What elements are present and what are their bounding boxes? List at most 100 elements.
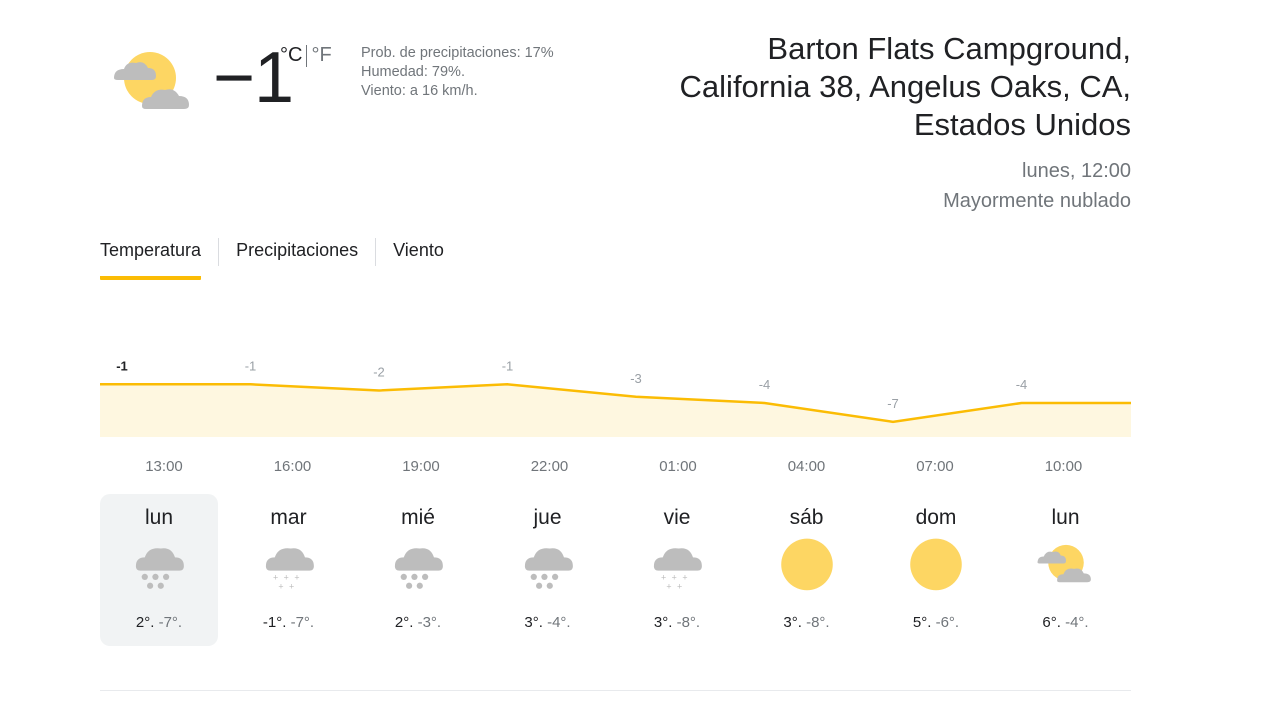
hour-label: 01:00 [659, 458, 697, 475]
divider [100, 690, 1131, 691]
snow-cloud-icon [524, 548, 573, 589]
light-snow-cloud-icon: + + + + + [653, 548, 702, 591]
day-forecast-7[interactable]: lun 6°. -4°. [1007, 494, 1125, 646]
current-temperature: −1 [213, 38, 294, 118]
day-temps: 6°. -4°. [1007, 614, 1125, 631]
celsius-toggle[interactable]: °C [280, 44, 303, 66]
day-high: 2°. [394, 614, 414, 631]
day-high: 2°. [135, 614, 155, 631]
day-temps: 2°. -3°. [359, 614, 477, 631]
tab-viento[interactable]: Viento [393, 240, 444, 260]
svg-text:+: + [289, 581, 294, 591]
day-forecast-4[interactable]: vie + + + + + 3°. -8°. [618, 494, 736, 646]
svg-text:+: + [661, 572, 666, 582]
hour-label: 22:00 [530, 458, 569, 475]
day-name: dom [915, 506, 957, 529]
day-low: -4°. [1065, 614, 1089, 631]
location-meta: lunes, 12:00 Mayormente nublado [943, 156, 1131, 216]
svg-text:+: + [666, 581, 671, 591]
day-low: -7°. [290, 614, 315, 631]
day-high: 3°. [653, 614, 673, 631]
day-temps: -1°. -7°. [230, 614, 348, 631]
day-name: lun [1051, 506, 1080, 529]
temperature-area [100, 384, 1131, 437]
snow-cloud-icon [135, 548, 184, 589]
unit-switch: °C °F [280, 44, 332, 67]
day-high: -1°. [262, 614, 287, 631]
sun-icon [780, 538, 833, 591]
hour-label: 13:00 [145, 458, 183, 475]
date-time-text: lunes, 12:00 [1022, 160, 1131, 182]
temperature-value-label: -4 [1016, 377, 1028, 392]
day-name: vie [663, 506, 691, 529]
day-temps: 2°. -7°. [100, 614, 218, 631]
day-low: -6°. [935, 614, 960, 631]
tab-divider [218, 238, 220, 266]
day-high: 3°. [524, 614, 543, 631]
day-temps: 3°. -4°. [489, 614, 607, 631]
day-high: 3°. [783, 614, 802, 631]
svg-text:+: + [273, 572, 278, 582]
chart-tabs: Temperatura Precipitaciones Viento [100, 236, 444, 280]
day-name: jue [533, 506, 562, 529]
fahrenheit-toggle[interactable]: °F [311, 44, 332, 66]
tab-precipitaciones[interactable]: Precipitaciones [236, 240, 359, 260]
unit-divider [306, 44, 308, 67]
temperature-chart[interactable]: -1 -1 -2 -1 -3 -4 -7 -4 [100, 340, 1131, 440]
snow-cloud-icon [394, 548, 443, 589]
hour-label: 19:00 [402, 458, 440, 475]
daily-forecast: lun 2°. -7°. mar + + + + + -1°. -7°. mié 2°… [100, 494, 1140, 646]
hour-label: 04:00 [787, 458, 826, 475]
partly-cloudy-icon [1037, 544, 1091, 583]
precipitation-text: Prob. de precipitaciones: 17% [361, 45, 554, 61]
day-forecast-2[interactable]: mié 2°. -3°. [359, 494, 477, 646]
temperature-value-label: -2 [373, 365, 385, 380]
svg-text:+: + [682, 572, 687, 582]
svg-text:+: + [677, 581, 682, 591]
weather-details: Prob. de precipitaciones: 17% Humedad: 7… [361, 44, 554, 101]
temperature-line [100, 383, 1131, 424]
light-snow-cloud-icon: + + + + + [265, 548, 314, 591]
hour-label: 16:00 [273, 458, 312, 475]
temperature-value-label: -1 [502, 358, 514, 373]
svg-text:+: + [283, 572, 288, 582]
wind-text: Viento: a 16 km/h. [361, 83, 478, 99]
temperature-value-label: -1 [116, 358, 128, 373]
temperature-value-label: -1 [245, 358, 257, 373]
tab-divider [375, 238, 377, 266]
day-low: -8°. [676, 614, 701, 631]
day-forecast-1[interactable]: mar + + + + + -1°. -7°. [230, 494, 348, 646]
day-name: mar [270, 506, 307, 529]
location-line-2: California 38, Angelus Oaks, CA, [679, 69, 1131, 104]
day-temps: 5°. -6°. [877, 614, 995, 631]
temperature-value-label: -7 [887, 396, 899, 411]
day-forecast-3[interactable]: jue 3°. -4°. [489, 494, 607, 646]
sun-icon [910, 538, 962, 591]
day-forecast-5[interactable]: sáb 3°. -8°. [748, 494, 866, 646]
svg-text:+: + [294, 572, 299, 582]
hour-label: 07:00 [916, 458, 954, 475]
day-low: -3°. [417, 614, 442, 631]
partly-cloudy-icon [114, 52, 189, 109]
location-line-1: Barton Flats Campground, [767, 31, 1131, 66]
day-forecast-6[interactable]: dom 5°. -6°. [877, 494, 995, 646]
day-low: -4°. [547, 614, 571, 631]
day-high: 5°. [912, 614, 932, 631]
day-low: -7°. [158, 614, 183, 631]
humidity-text: Humedad: 79%. [361, 64, 465, 80]
day-name: mié [401, 506, 435, 529]
svg-text:+: + [278, 581, 283, 591]
day-high: 6°. [1042, 614, 1061, 631]
condition-text: Mayormente nublado [943, 190, 1131, 212]
tab-temperatura[interactable]: Temperatura [100, 236, 202, 280]
day-temps: 3°. -8°. [748, 614, 866, 631]
location-title: Barton Flats Campground, California 38, … [571, 30, 1131, 144]
day-low: -8°. [806, 614, 830, 631]
temperature-value-label: -4 [759, 377, 771, 392]
day-name: lun [144, 506, 174, 529]
hour-label: 10:00 [1044, 458, 1083, 475]
temperature-value-label: -3 [630, 371, 642, 386]
day-forecast-0[interactable]: lun 2°. -7°. [100, 494, 218, 646]
svg-text:+: + [672, 572, 677, 582]
location-line-3: Estados Unidos [913, 107, 1131, 142]
